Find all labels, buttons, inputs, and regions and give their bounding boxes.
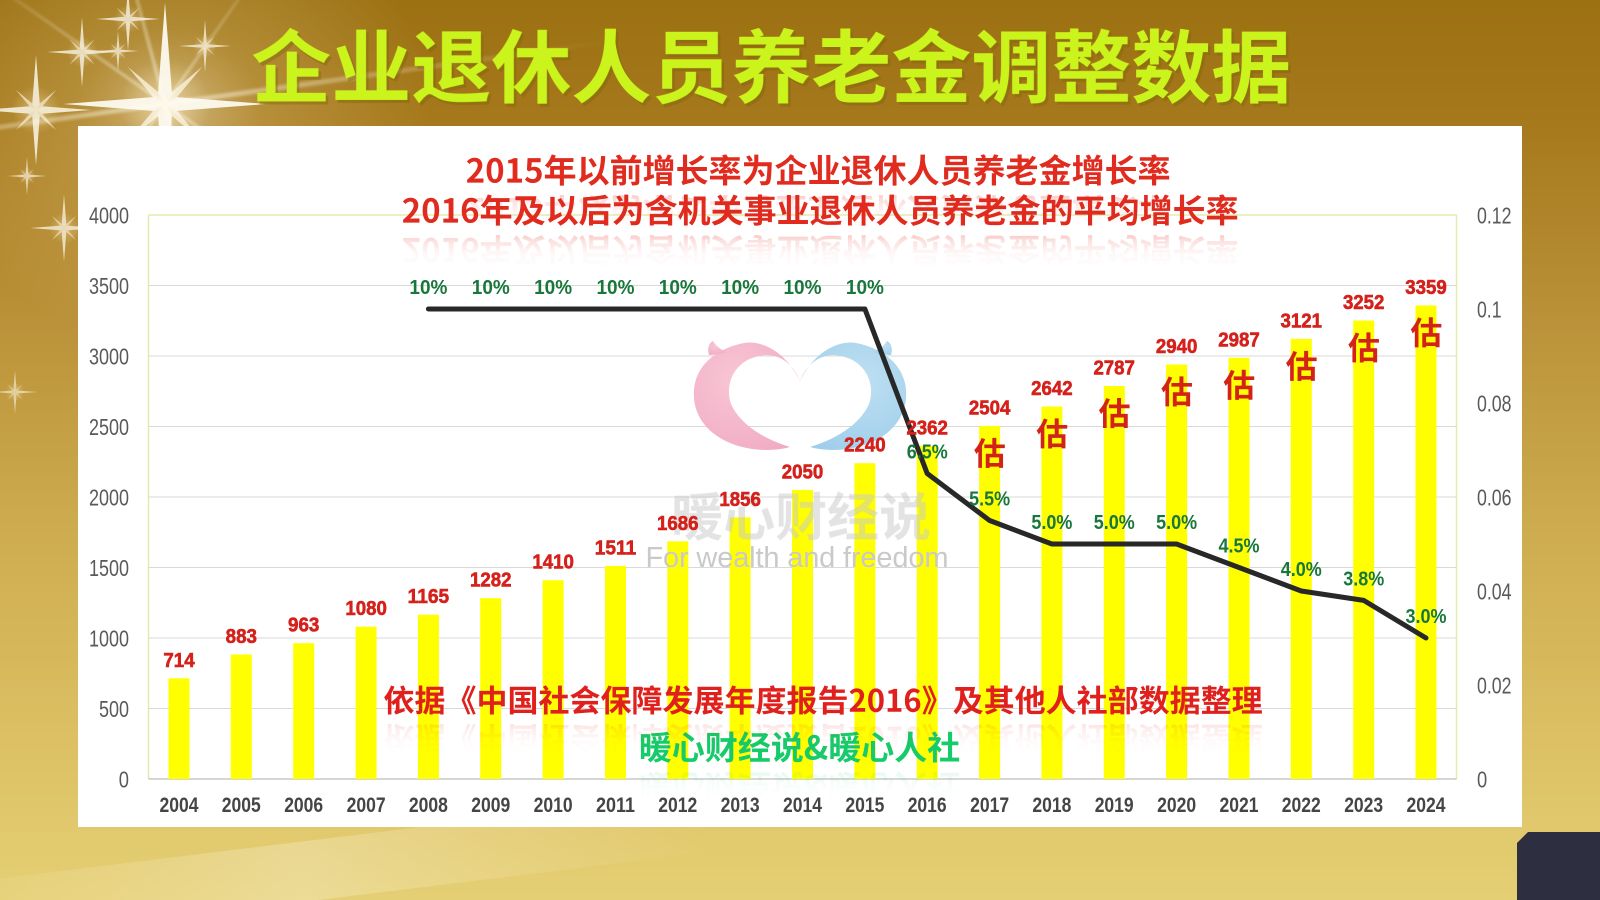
svg-text:2007: 2007 (347, 793, 386, 817)
svg-text:2000: 2000 (89, 484, 129, 510)
svg-text:3.8%: 3.8% (1343, 568, 1384, 590)
svg-text:2240: 2240 (844, 434, 886, 457)
svg-text:2006: 2006 (284, 793, 323, 817)
svg-text:2023: 2023 (1344, 793, 1383, 817)
svg-text:4000: 4000 (89, 202, 129, 228)
svg-text:2020: 2020 (1157, 793, 1196, 817)
svg-text:0.06: 0.06 (1477, 484, 1512, 510)
svg-text:2019: 2019 (1095, 793, 1134, 817)
svg-text:883: 883 (226, 625, 257, 648)
svg-text:2005: 2005 (222, 793, 261, 817)
svg-text:963: 963 (288, 614, 319, 637)
svg-text:2642: 2642 (1031, 377, 1073, 400)
svg-text:2017: 2017 (970, 793, 1009, 817)
svg-text:10%: 10% (784, 277, 822, 299)
svg-text:1410: 1410 (532, 551, 574, 574)
svg-text:3121: 3121 (1281, 309, 1323, 332)
svg-text:2050: 2050 (782, 460, 824, 483)
svg-text:2787: 2787 (1093, 357, 1135, 380)
svg-text:2940: 2940 (1156, 335, 1198, 358)
svg-text:4.0%: 4.0% (1281, 559, 1322, 581)
svg-text:2009: 2009 (471, 793, 510, 817)
svg-text:4.5%: 4.5% (1219, 536, 1260, 558)
svg-text:2013: 2013 (721, 793, 760, 817)
svg-text:1856: 1856 (719, 488, 761, 511)
svg-text:6.5%: 6.5% (907, 442, 948, 464)
svg-text:2504: 2504 (969, 396, 1011, 419)
svg-text:3.0%: 3.0% (1406, 606, 1447, 628)
svg-text:2022: 2022 (1282, 793, 1321, 817)
svg-text:0.12: 0.12 (1477, 202, 1512, 228)
svg-text:2010: 2010 (534, 793, 573, 817)
svg-text:1500: 1500 (89, 555, 129, 581)
svg-text:1080: 1080 (345, 597, 387, 620)
svg-text:2362: 2362 (906, 417, 948, 440)
svg-text:For wealth and freedom: For wealth and freedom (646, 542, 949, 574)
svg-text:500: 500 (99, 696, 129, 722)
svg-text:1000: 1000 (89, 625, 129, 651)
svg-text:2024: 2024 (1407, 793, 1446, 817)
svg-text:0.04: 0.04 (1477, 578, 1512, 604)
svg-text:10%: 10% (846, 277, 884, 299)
svg-text:10%: 10% (409, 277, 447, 299)
svg-text:10%: 10% (721, 277, 759, 299)
svg-text:10%: 10% (597, 277, 635, 299)
svg-text:3500: 3500 (89, 273, 129, 299)
svg-text:2008: 2008 (409, 793, 448, 817)
svg-text:0.02: 0.02 (1477, 672, 1512, 698)
svg-text:5.0%: 5.0% (1156, 512, 1197, 534)
svg-text:2004: 2004 (160, 793, 199, 817)
svg-text:3359: 3359 (1405, 276, 1447, 299)
svg-text:5.5%: 5.5% (969, 489, 1010, 511)
svg-text:1282: 1282 (470, 569, 512, 592)
svg-text:3000: 3000 (89, 343, 129, 369)
svg-text:0: 0 (1477, 766, 1487, 792)
svg-text:10%: 10% (472, 277, 510, 299)
svg-text:2011: 2011 (596, 793, 635, 817)
svg-text:3252: 3252 (1343, 291, 1385, 314)
svg-text:5.0%: 5.0% (1094, 512, 1135, 534)
svg-text:0.1: 0.1 (1477, 296, 1502, 322)
svg-text:714: 714 (163, 649, 195, 672)
svg-text:2500: 2500 (89, 414, 129, 440)
svg-text:5.0%: 5.0% (1031, 512, 1072, 534)
svg-text:0: 0 (119, 766, 129, 792)
svg-text:1511: 1511 (595, 536, 637, 559)
svg-text:2016: 2016 (908, 793, 947, 817)
svg-text:2021: 2021 (1220, 793, 1259, 817)
svg-text:10%: 10% (659, 277, 697, 299)
svg-text:2018: 2018 (1032, 793, 1071, 817)
svg-text:10%: 10% (534, 277, 572, 299)
svg-text:1686: 1686 (657, 512, 699, 535)
svg-text:1165: 1165 (408, 585, 450, 608)
svg-text:0.08: 0.08 (1477, 390, 1512, 416)
svg-text:2987: 2987 (1218, 328, 1260, 351)
